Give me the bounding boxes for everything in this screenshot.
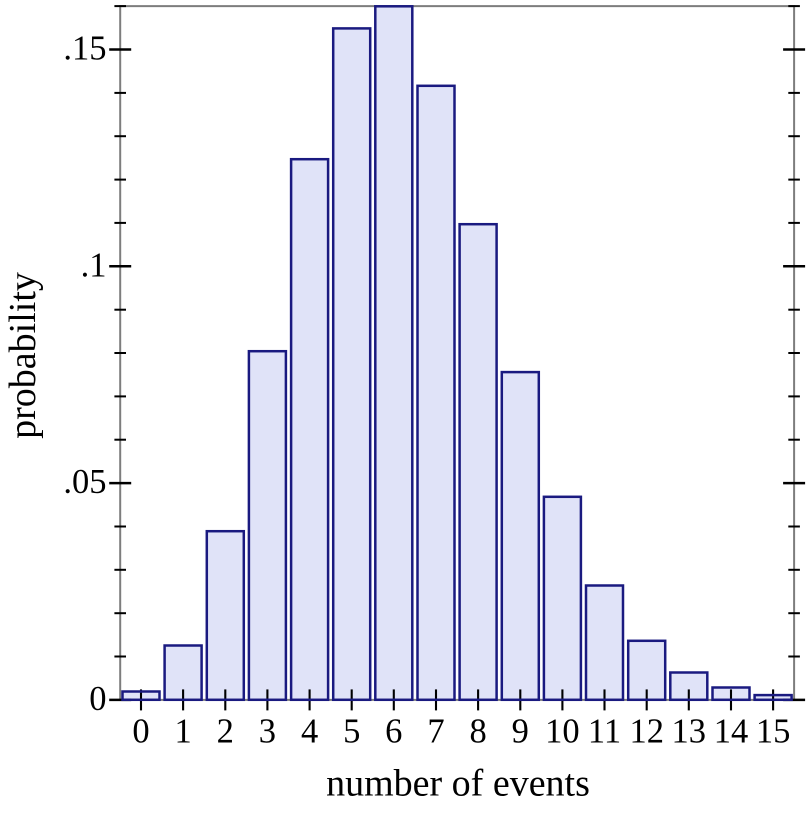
svg-text:15: 15 (756, 713, 791, 751)
svg-text:4: 4 (301, 713, 318, 751)
svg-text:0: 0 (132, 713, 149, 751)
svg-text:probability: probability (2, 272, 44, 439)
svg-text:13: 13 (672, 713, 707, 751)
svg-text:.15: .15 (63, 30, 106, 68)
svg-text:12: 12 (629, 713, 664, 751)
svg-text:.05: .05 (63, 463, 106, 501)
svg-text:9: 9 (512, 713, 529, 751)
svg-text:5: 5 (343, 713, 360, 751)
svg-text:14: 14 (714, 713, 749, 751)
svg-text:7: 7 (427, 713, 444, 751)
svg-text:11: 11 (588, 713, 621, 751)
svg-text:6: 6 (385, 713, 402, 751)
svg-text:2: 2 (217, 713, 234, 751)
svg-text:3: 3 (259, 713, 276, 751)
svg-text:0: 0 (89, 680, 106, 718)
svg-text:8: 8 (469, 713, 486, 751)
svg-text:number of events: number of events (326, 763, 590, 805)
svg-text:1: 1 (174, 713, 191, 751)
svg-text:.1: .1 (81, 246, 107, 284)
svg-text:10: 10 (545, 713, 580, 751)
